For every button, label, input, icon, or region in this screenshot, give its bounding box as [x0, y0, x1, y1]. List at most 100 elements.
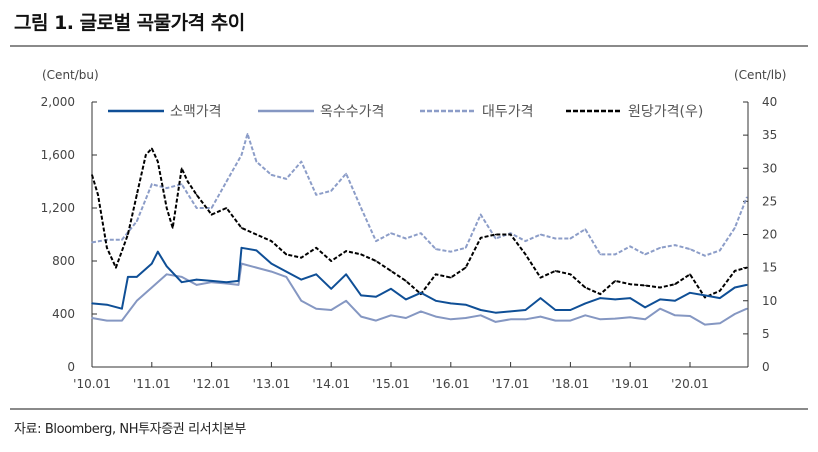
data-point-1: [509, 310, 512, 313]
data-point-4: [180, 167, 183, 170]
data-point-3: [734, 227, 736, 229]
data-point-2: [450, 318, 452, 321]
data-point-2: [375, 319, 377, 322]
x-tick-label: '10.01: [73, 377, 111, 391]
data-point-3: [524, 240, 527, 242]
data-point-4: [240, 227, 243, 229]
data-point-2: [360, 315, 362, 318]
data-point-1: [255, 249, 258, 252]
data-point-3: [345, 172, 347, 175]
data-point-4: [300, 256, 303, 259]
data-point-4: [689, 273, 691, 276]
data-point-2: [569, 319, 572, 322]
data-point-3: [435, 248, 437, 250]
legend-label-4: 원당가격(우): [628, 104, 703, 120]
data-point-1: [360, 294, 362, 297]
data-point-1: [285, 270, 288, 273]
data-point-2: [659, 307, 661, 310]
data-point-4: [360, 253, 362, 256]
data-point-4: [494, 233, 497, 236]
left-axis-unit: (Cent/bu): [42, 68, 99, 82]
data-point-4: [315, 247, 318, 249]
data-point-1: [345, 273, 347, 276]
series-line-4: [91, 147, 748, 299]
data-point-3: [91, 241, 93, 244]
data-point-3: [390, 232, 392, 234]
data-point-4: [464, 266, 467, 269]
data-point-3: [225, 180, 228, 183]
data-point-4: [171, 227, 174, 229]
data-point-1: [127, 276, 129, 278]
data-point-1: [405, 298, 407, 301]
data-point-2: [405, 317, 407, 319]
data-point-3: [689, 248, 691, 250]
data-point-3: [569, 237, 572, 240]
data-point-2: [674, 314, 676, 317]
data-point-3: [315, 194, 318, 196]
data-point-3: [270, 174, 273, 176]
data-point-2: [644, 318, 646, 321]
data-point-1: [704, 294, 706, 297]
data-point-1: [237, 280, 240, 282]
data-point-3: [210, 207, 213, 209]
data-point-3: [746, 196, 748, 199]
data-point-1: [390, 288, 392, 290]
data-point-4: [375, 260, 377, 262]
data-point-2: [300, 300, 303, 302]
data-point-4: [405, 280, 407, 282]
data-point-1: [315, 273, 318, 276]
top-divider: [10, 45, 808, 47]
data-point-3: [165, 187, 168, 189]
data-point-2: [524, 318, 527, 321]
right-tick-label: 10: [762, 294, 777, 308]
data-point-3: [151, 183, 153, 185]
x-tick-label: '12.01: [193, 377, 231, 391]
data-point-1: [539, 297, 542, 299]
data-point-2: [509, 318, 512, 321]
right-axis-unit: (Cent/lb): [734, 68, 786, 82]
data-point-3: [719, 249, 721, 252]
data-point-3: [584, 228, 587, 230]
data-point-2: [195, 284, 198, 286]
data-point-2: [539, 315, 542, 318]
right-tick-label: 35: [762, 128, 777, 142]
data-point-2: [435, 315, 437, 318]
data-point-2: [554, 319, 557, 322]
data-point-3: [420, 232, 422, 234]
data-point-1: [420, 292, 422, 294]
data-point-4: [599, 293, 602, 295]
data-point-4: [644, 284, 646, 287]
data-point-4: [115, 266, 117, 269]
data-point-3: [195, 207, 198, 209]
data-point-4: [746, 266, 748, 269]
data-point-4: [719, 290, 721, 292]
x-tick-label: '17.01: [492, 377, 530, 391]
data-point-3: [405, 237, 407, 240]
data-point-1: [300, 278, 303, 281]
data-point-4: [97, 194, 99, 196]
data-point-2: [255, 266, 258, 269]
data-point-2: [734, 313, 736, 315]
data-point-2: [180, 276, 183, 278]
legend-label-2: 옥수수가격: [320, 104, 384, 120]
data-point-4: [539, 276, 542, 279]
data-point-2: [464, 317, 467, 319]
data-point-3: [246, 133, 249, 135]
data-point-4: [390, 270, 392, 272]
data-point-1: [734, 286, 736, 289]
data-point-1: [479, 309, 482, 311]
data-point-2: [151, 286, 153, 289]
data-point-2: [330, 309, 333, 311]
data-point-2: [614, 317, 616, 320]
data-point-3: [121, 239, 123, 241]
data-point-3: [330, 190, 333, 192]
data-point-1: [674, 300, 676, 302]
data-point-4: [569, 273, 572, 276]
data-point-1: [746, 284, 748, 286]
data-point-1: [136, 276, 138, 278]
data-point-1: [629, 297, 631, 299]
x-tick-label: '18.01: [552, 377, 590, 391]
data-point-2: [704, 323, 706, 326]
data-point-3: [614, 253, 616, 256]
